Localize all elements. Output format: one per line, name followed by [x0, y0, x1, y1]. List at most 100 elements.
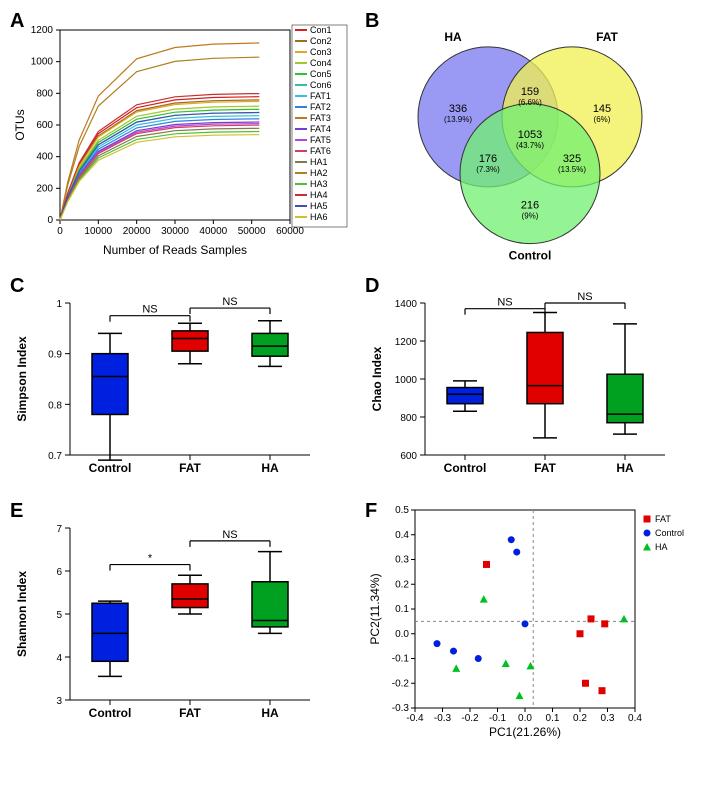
svg-text:800: 800: [400, 413, 417, 424]
panel-e: E 34567Shannon IndexControlFATHA*NS: [10, 500, 350, 745]
svg-text:Control: Control: [655, 528, 684, 538]
svg-text:159: 159: [521, 86, 539, 98]
svg-text:0.0: 0.0: [395, 629, 409, 640]
svg-text:600: 600: [36, 120, 53, 131]
svg-text:FAT: FAT: [179, 461, 201, 475]
svg-text:Chao Index: Chao Index: [370, 346, 384, 411]
venn-diagram: HAFATControl336(13.9%)145(6%)216(9%)159(…: [365, 10, 695, 260]
svg-text:Control: Control: [509, 249, 552, 260]
svg-text:600: 600: [400, 451, 417, 462]
svg-text:Simpson Index: Simpson Index: [15, 336, 29, 422]
svg-text:0.8: 0.8: [48, 400, 62, 411]
shannon-boxplot: 34567Shannon IndexControlFATHA*NS: [10, 500, 320, 730]
svg-text:10000: 10000: [84, 226, 112, 237]
svg-text:HA2: HA2: [310, 168, 328, 178]
svg-text:*: *: [148, 553, 153, 565]
svg-text:325: 325: [563, 153, 581, 165]
svg-text:(43.7%): (43.7%): [516, 141, 544, 150]
svg-text:3: 3: [56, 696, 62, 707]
svg-text:0.3: 0.3: [601, 713, 615, 724]
svg-text:HA: HA: [261, 461, 279, 475]
svg-text:HA: HA: [616, 461, 634, 475]
svg-text:FAT1: FAT1: [310, 91, 331, 101]
svg-text:FAT4: FAT4: [310, 124, 331, 134]
svg-text:0: 0: [57, 226, 63, 237]
svg-text:PC2(11.34%): PC2(11.34%): [368, 573, 382, 644]
panel-e-label: E: [10, 500, 23, 523]
svg-text:Number of Reads Samples: Number of Reads Samples: [103, 243, 247, 257]
svg-text:Con3: Con3: [310, 47, 332, 57]
svg-text:HA: HA: [655, 542, 668, 552]
svg-text:Control: Control: [444, 461, 487, 475]
panel-f: F -0.4-0.3-0.2-0.10.00.10.20.30.4-0.3-0.…: [365, 500, 705, 745]
svg-text:-0.3: -0.3: [434, 713, 452, 724]
svg-text:-0.1: -0.1: [489, 713, 507, 724]
svg-text:NS: NS: [142, 304, 157, 316]
svg-text:OTUs: OTUs: [13, 109, 27, 140]
svg-text:(13.5%): (13.5%): [558, 165, 586, 174]
svg-text:60000: 60000: [276, 226, 304, 237]
svg-text:Control: Control: [89, 461, 132, 475]
svg-text:NS: NS: [577, 291, 592, 303]
svg-text:FAT: FAT: [534, 461, 556, 475]
svg-text:-0.4: -0.4: [406, 713, 424, 724]
svg-text:6: 6: [56, 567, 62, 578]
svg-text:HA4: HA4: [310, 190, 328, 200]
svg-text:-0.2: -0.2: [461, 713, 479, 724]
svg-text:336: 336: [449, 103, 467, 115]
svg-text:1200: 1200: [31, 25, 54, 36]
svg-text:1200: 1200: [395, 337, 418, 348]
svg-text:7: 7: [56, 524, 62, 535]
svg-text:30000: 30000: [161, 226, 189, 237]
svg-text:(7.3%): (7.3%): [476, 165, 500, 174]
svg-text:HA: HA: [261, 706, 279, 720]
figure-grid: A 01000020000300004000050000600000200400…: [10, 10, 698, 745]
svg-text:-0.2: -0.2: [392, 678, 410, 689]
svg-text:0.4: 0.4: [395, 530, 409, 541]
svg-text:HA6: HA6: [310, 212, 328, 222]
svg-text:FAT: FAT: [179, 706, 201, 720]
svg-text:1: 1: [56, 299, 62, 310]
panel-d-label: D: [365, 275, 379, 298]
svg-text:50000: 50000: [238, 226, 266, 237]
svg-text:Control: Control: [89, 706, 132, 720]
svg-text:176: 176: [479, 153, 497, 165]
svg-text:Con5: Con5: [310, 69, 332, 79]
panel-f-label: F: [365, 500, 377, 523]
svg-text:0.1: 0.1: [546, 713, 560, 724]
svg-text:1053: 1053: [518, 129, 542, 141]
svg-text:PC1(21.26%): PC1(21.26%): [489, 725, 561, 739]
svg-text:Con2: Con2: [310, 36, 332, 46]
svg-text:0: 0: [47, 215, 53, 226]
svg-text:FAT2: FAT2: [310, 102, 331, 112]
svg-text:0.0: 0.0: [518, 713, 532, 724]
svg-text:FAT: FAT: [596, 30, 618, 44]
svg-text:0.5: 0.5: [395, 505, 409, 516]
svg-text:Shannon Index: Shannon Index: [15, 571, 29, 657]
svg-text:NS: NS: [222, 296, 237, 308]
simpson-boxplot: 0.70.80.91Simpson IndexControlFATHANSNS: [10, 275, 320, 485]
svg-text:HA: HA: [444, 30, 462, 44]
svg-text:1400: 1400: [395, 299, 418, 310]
svg-text:FAT6: FAT6: [310, 146, 331, 156]
svg-text:FAT3: FAT3: [310, 113, 331, 123]
panel-d: D 600800100012001400Chao IndexControlFAT…: [365, 275, 705, 490]
rarefaction-chart: 0100002000030000400005000060000020040060…: [10, 10, 350, 260]
svg-text:-0.3: -0.3: [392, 703, 410, 714]
svg-text:0.7: 0.7: [48, 451, 62, 462]
svg-text:1000: 1000: [31, 57, 54, 68]
panel-b: B HAFATControl336(13.9%)145(6%)216(9%)15…: [365, 10, 705, 265]
panel-a: A 01000020000300004000050000600000200400…: [10, 10, 350, 265]
svg-text:0.2: 0.2: [573, 713, 587, 724]
svg-text:FAT: FAT: [655, 514, 671, 524]
svg-text:HA5: HA5: [310, 201, 328, 211]
svg-text:145: 145: [593, 103, 611, 115]
svg-text:HA3: HA3: [310, 179, 328, 189]
svg-text:NS: NS: [222, 529, 237, 541]
svg-text:800: 800: [36, 88, 53, 99]
svg-text:Con6: Con6: [310, 80, 332, 90]
panel-a-label: A: [10, 10, 24, 33]
svg-text:Con1: Con1: [310, 25, 332, 35]
svg-text:40000: 40000: [199, 226, 227, 237]
chao-boxplot: 600800100012001400Chao IndexControlFATHA…: [365, 275, 675, 485]
